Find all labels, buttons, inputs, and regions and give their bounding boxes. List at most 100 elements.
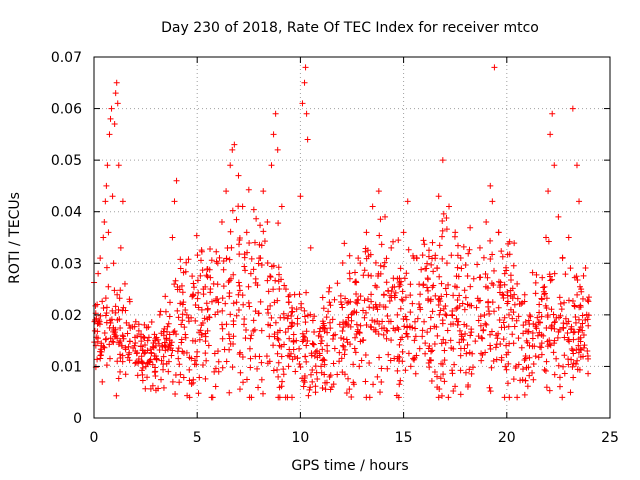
data-point	[424, 260, 431, 267]
data-point	[116, 295, 123, 302]
data-point	[390, 238, 397, 245]
data-point	[312, 383, 319, 390]
data-point	[576, 366, 583, 373]
data-point	[260, 188, 267, 195]
data-point	[427, 314, 434, 321]
data-point	[312, 363, 319, 370]
data-point	[204, 305, 211, 312]
data-point	[247, 364, 254, 371]
data-point	[160, 332, 167, 339]
data-point	[199, 267, 206, 274]
data-point	[109, 193, 116, 200]
data-point	[350, 361, 357, 368]
data-point	[358, 357, 365, 364]
y-tick-label: 0.02	[51, 308, 82, 324]
data-point	[564, 330, 571, 337]
data-point	[251, 326, 258, 333]
data-point	[429, 239, 436, 246]
data-point	[374, 317, 381, 324]
data-point	[501, 314, 508, 321]
data-point	[131, 323, 138, 330]
data-point	[106, 341, 113, 348]
data-point	[462, 369, 469, 376]
data-point	[155, 385, 162, 392]
data-point	[569, 363, 576, 370]
data-point	[529, 329, 536, 336]
data-point	[569, 105, 576, 112]
data-point	[268, 162, 275, 169]
data-point	[275, 359, 282, 366]
data-point	[351, 269, 358, 276]
data-point	[441, 378, 448, 385]
x-tick-label: 20	[498, 430, 516, 446]
data-point	[223, 188, 230, 195]
data-point	[439, 218, 446, 225]
data-point	[142, 363, 149, 370]
data-point	[303, 358, 310, 365]
data-point	[468, 302, 475, 309]
data-point	[407, 363, 414, 370]
x-tick-label: 25	[601, 430, 619, 446]
data-point	[101, 219, 108, 226]
data-point	[422, 350, 429, 357]
data-point	[394, 367, 401, 374]
data-point	[272, 277, 279, 284]
data-point	[384, 313, 391, 320]
data-point	[347, 341, 354, 348]
data-point	[581, 342, 588, 349]
data-point	[127, 325, 134, 332]
data-point	[505, 360, 512, 367]
data-point	[110, 328, 117, 335]
data-point	[479, 351, 486, 358]
data-point	[440, 305, 447, 312]
data-point	[339, 304, 346, 311]
data-point	[321, 357, 328, 364]
data-point	[401, 323, 408, 330]
data-point	[526, 312, 533, 319]
data-point	[185, 256, 192, 263]
data-point	[206, 314, 213, 321]
data-point	[339, 260, 346, 267]
data-point	[510, 309, 517, 316]
data-point	[511, 291, 518, 298]
data-point	[388, 337, 395, 344]
data-point	[457, 391, 464, 398]
data-point	[243, 376, 250, 383]
data-point	[108, 105, 115, 112]
data-point	[346, 386, 353, 393]
data-point	[348, 311, 355, 318]
data-point	[361, 314, 368, 321]
data-point	[492, 344, 499, 351]
data-point	[482, 270, 489, 277]
data-point	[270, 367, 277, 374]
data-point	[539, 274, 546, 281]
data-point	[397, 377, 404, 384]
data-point	[275, 264, 282, 271]
data-point	[212, 365, 219, 372]
data-point	[454, 322, 461, 329]
data-point	[216, 254, 223, 261]
data-point	[304, 312, 311, 319]
data-point	[160, 366, 167, 373]
data-point	[105, 283, 112, 290]
data-point	[203, 300, 210, 307]
data-point	[181, 324, 188, 331]
data-point	[171, 328, 178, 335]
data-point	[209, 394, 216, 401]
data-point	[503, 267, 510, 274]
data-point	[288, 323, 295, 330]
data-point	[133, 350, 140, 357]
data-point	[551, 337, 558, 344]
data-point	[304, 136, 311, 143]
x-tick-label: 5	[193, 430, 202, 446]
data-point	[148, 319, 155, 326]
data-point	[100, 234, 107, 241]
data-point	[580, 272, 587, 279]
data-point	[274, 146, 281, 153]
data-point	[427, 296, 434, 303]
data-point	[437, 307, 444, 314]
data-point	[99, 378, 106, 385]
data-point	[148, 349, 155, 356]
data-point	[462, 294, 469, 301]
data-point	[103, 304, 110, 311]
